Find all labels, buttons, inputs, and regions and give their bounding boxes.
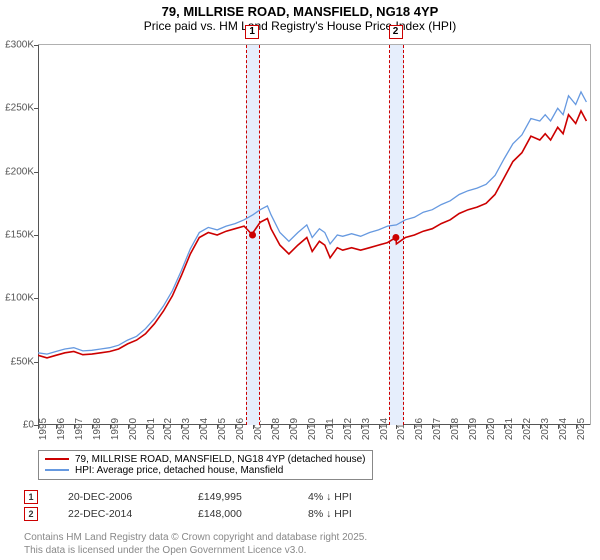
event-row: 1 20-DEC-2006£149,9954% ↓ HPI xyxy=(24,490,352,504)
footer-line1: Contains HM Land Registry data © Crown c… xyxy=(24,532,367,545)
footer-line2: This data is licensed under the Open Gov… xyxy=(24,545,367,558)
footer-attribution: Contains HM Land Registry data © Crown c… xyxy=(24,532,367,557)
event-date: 22-DEC-2014 xyxy=(68,508,198,520)
sale-marker xyxy=(249,232,256,239)
chart-title: 79, MILLRISE ROAD, MANSFIELD, NG18 4YP xyxy=(0,0,600,19)
chart-legend: 79, MILLRISE ROAD, MANSFIELD, NG18 4YP (… xyxy=(38,450,373,480)
sale-events-table: 1 20-DEC-2006£149,9954% ↓ HPI 2 22-DEC-2014… xyxy=(24,490,352,524)
chart-plot-area: £0£50K£100K£150K£200K£250K£300K199519961… xyxy=(38,44,591,425)
event-delta: 4% ↓ HPI xyxy=(308,491,352,503)
legend-item: HPI: Average price, detached house, Mans… xyxy=(45,465,366,476)
region-marker: 1 xyxy=(245,25,259,39)
legend-item: 79, MILLRISE ROAD, MANSFIELD, NG18 4YP (… xyxy=(45,454,366,465)
event-row: 2 22-DEC-2014£148,0008% ↓ HPI xyxy=(24,507,352,521)
event-marker-icon: 2 xyxy=(24,507,38,521)
event-delta: 8% ↓ HPI xyxy=(308,508,352,520)
series-hpi xyxy=(38,92,586,354)
chart-container: 79, MILLRISE ROAD, MANSFIELD, NG18 4YP P… xyxy=(0,0,600,560)
event-marker-icon: 1 xyxy=(24,490,38,504)
region-marker: 2 xyxy=(389,25,403,39)
event-date: 20-DEC-2006 xyxy=(68,491,198,503)
chart-subtitle: Price paid vs. HM Land Registry's House … xyxy=(0,19,600,35)
sale-marker xyxy=(392,234,399,241)
event-price: £149,995 xyxy=(198,491,308,503)
event-price: £148,000 xyxy=(198,508,308,520)
series-price_paid xyxy=(38,111,586,358)
